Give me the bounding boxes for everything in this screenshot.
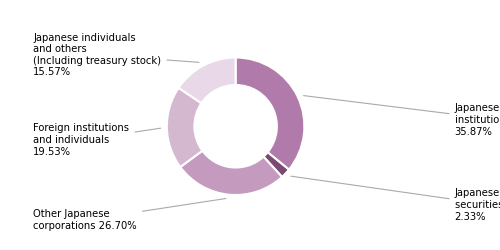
Wedge shape bbox=[167, 88, 202, 167]
Text: Foreign institutions
and individuals
19.53%: Foreign institutions and individuals 19.… bbox=[34, 124, 160, 156]
Text: Japanese individuals
and others
(Including treasury stock)
15.57%: Japanese individuals and others (Includi… bbox=[34, 32, 199, 78]
Wedge shape bbox=[264, 152, 289, 177]
Wedge shape bbox=[236, 58, 304, 170]
Wedge shape bbox=[178, 58, 236, 103]
Text: Other Japanese
corporations 26.70%: Other Japanese corporations 26.70% bbox=[34, 198, 226, 231]
Text: Japanese
securities firms
2.33%: Japanese securities firms 2.33% bbox=[291, 176, 500, 222]
Wedge shape bbox=[180, 151, 282, 195]
Text: Japanese financial
institutions
35.87%: Japanese financial institutions 35.87% bbox=[304, 96, 500, 136]
